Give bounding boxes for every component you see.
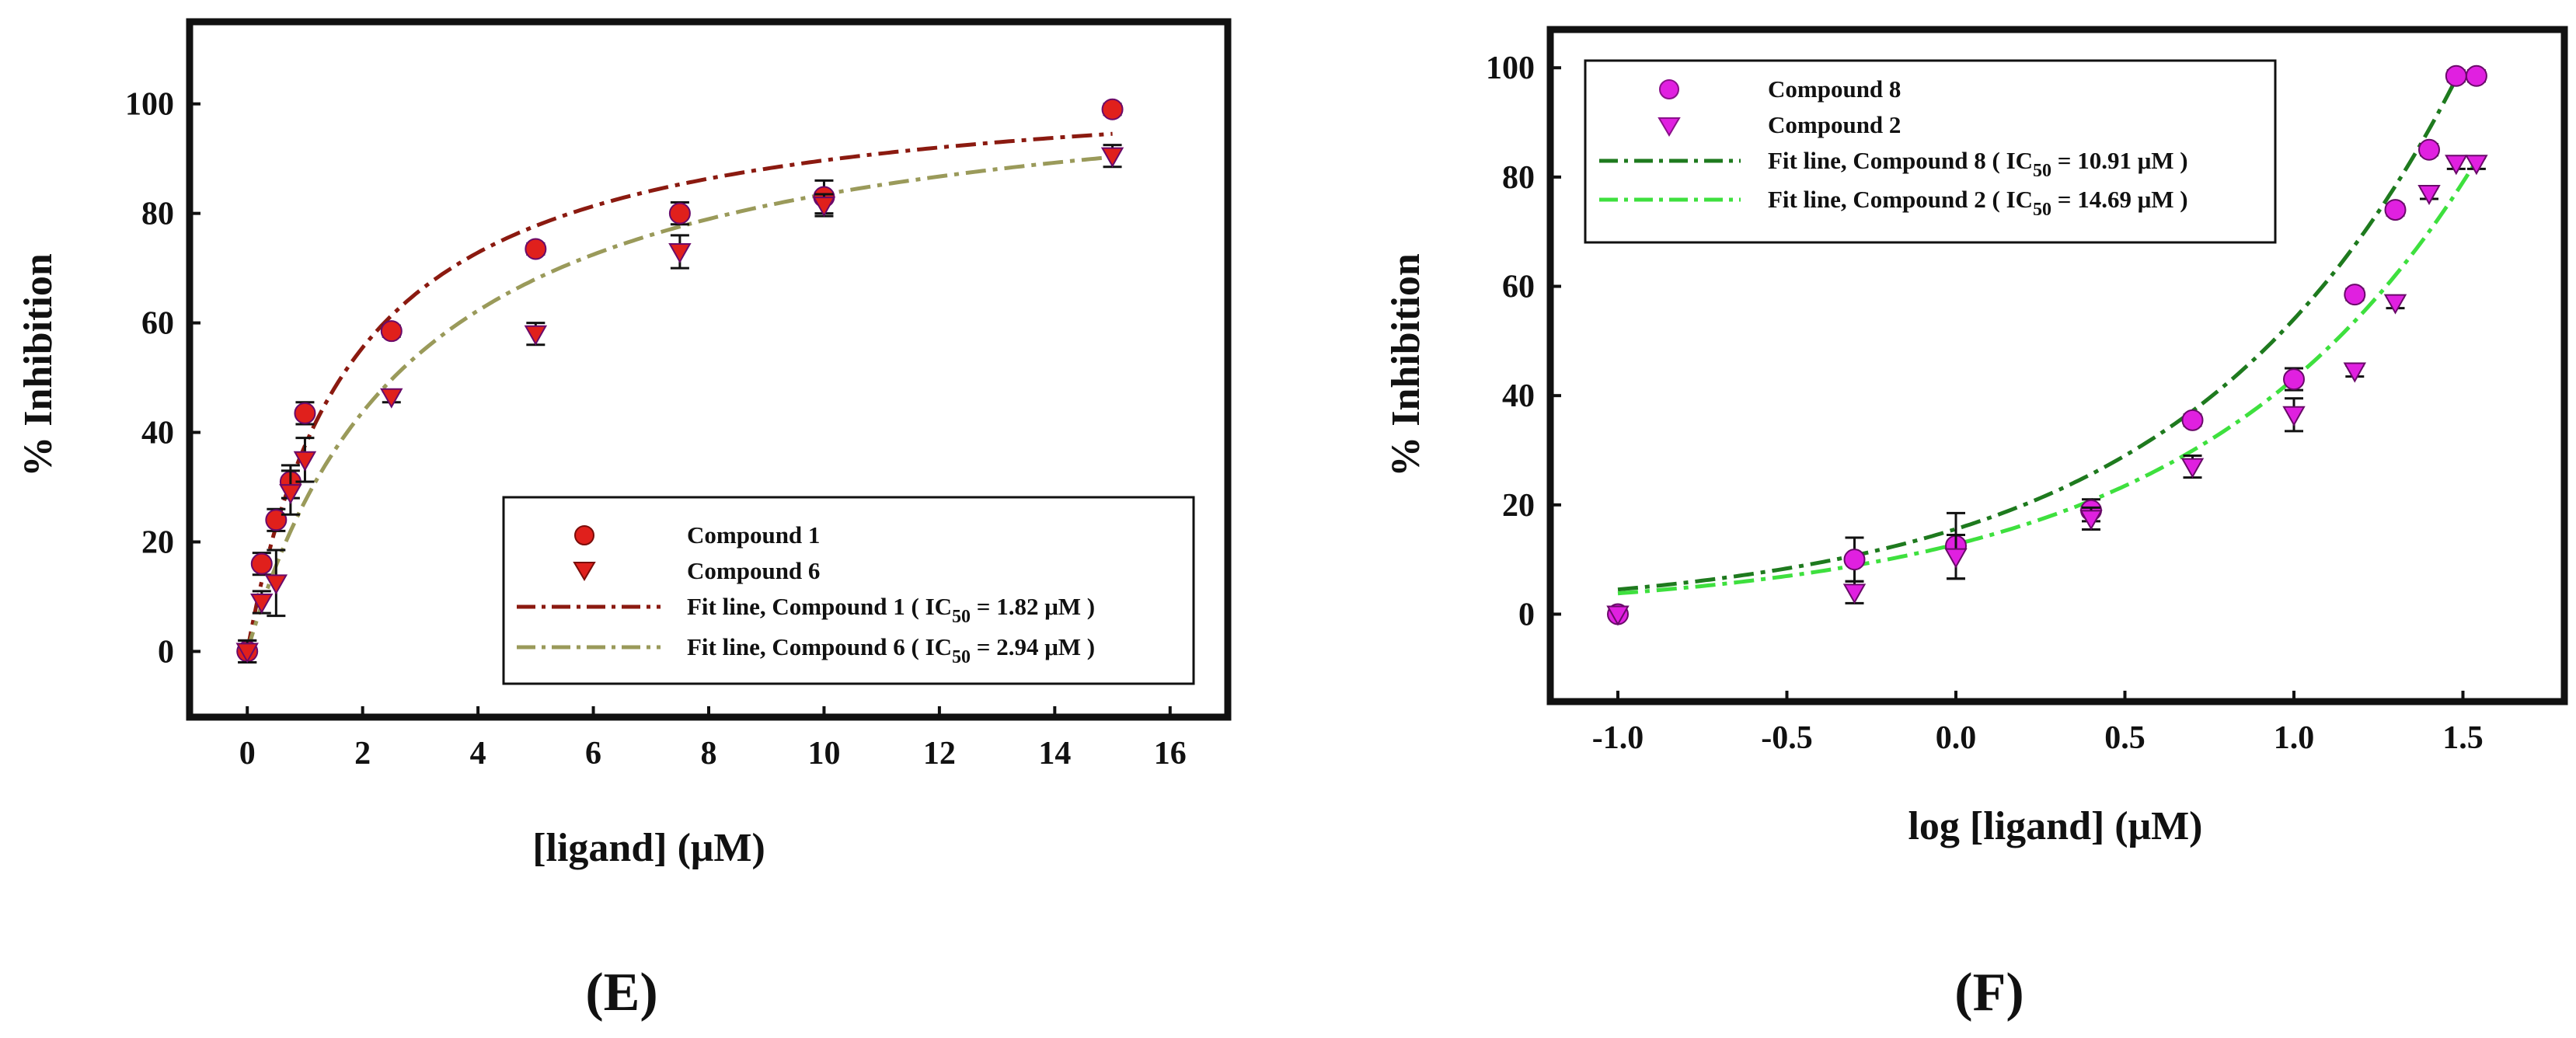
- chart-e: 0 20 40 60 80 100 0 2 4 6 8 10 12 14 16 % Inhibition […: [16, 18, 1232, 870]
- chart-f-y-tick-label: 40: [1502, 378, 1535, 414]
- chart-e-point-compound-1: [525, 238, 547, 260]
- chart-f-x-axis-label: log [ligand] (μM): [1908, 804, 2202, 848]
- chart-e-point-compound-6: [668, 242, 692, 264]
- chart-f-point-compound-8: [2283, 368, 2305, 391]
- legend-label-fit-compound-8: Fit line, Compound 8 ( IC50 = 10.91 μM ): [1768, 147, 2188, 181]
- chart-f-y-tick-label: 0: [1518, 597, 1535, 632]
- chart-f-x-tick-label: 0.5: [2104, 720, 2146, 756]
- chart-e-point-compound-1: [265, 509, 288, 531]
- chart-f-point-compound-2: [2445, 155, 2468, 176]
- chart-e-point-compound-6: [380, 388, 403, 409]
- chart-e-y-tick-label: 80: [141, 197, 174, 232]
- chart-e-point-compound-6: [250, 594, 274, 615]
- chart-f-x-tick-label: 1.0: [2274, 720, 2315, 756]
- chart-f-point-compound-2: [2180, 458, 2205, 479]
- chart-e-x-tick-label: 10: [807, 736, 840, 772]
- chart-e-x-tick-label: 0: [239, 736, 256, 772]
- chart-e-y-tick-label: 20: [141, 524, 174, 560]
- chart-e-point-compound-1: [294, 402, 316, 424]
- chart-e-point-compound-6: [1100, 147, 1124, 168]
- chart-f-point-compound-8: [2445, 64, 2467, 87]
- chart-f-x-tick-label: -0.5: [1761, 720, 1813, 756]
- chart-e-y-tick-label: 60: [141, 306, 174, 342]
- chart-e-y-tick-label: 0: [158, 634, 174, 670]
- chart-e-x-tick-label: 2: [354, 736, 371, 772]
- chart-e-point-compound-1: [1101, 98, 1124, 120]
- legend-marker-compound-1: [574, 525, 594, 545]
- chart-f-fit-line-1: [1617, 78, 2459, 592]
- chart-f-y-tick-label: 60: [1502, 270, 1535, 305]
- chart-e-point-compound-1: [250, 552, 273, 575]
- legend-marker-compound-2: [1657, 117, 1681, 137]
- chart-f-x-tick-label: -1.0: [1592, 720, 1644, 756]
- chart-f-point-compound-8: [2465, 64, 2487, 87]
- panel-label-e: (E): [585, 963, 657, 1022]
- legend-label-fit-compound-1: Fit line, Compound 1 ( IC50 = 1.82 μM ): [687, 593, 1095, 627]
- legend-label-fit-compound-2: Fit line, Compound 2 ( IC50 = 14.69 μM ): [1768, 186, 2188, 220]
- chart-e-legend: Compound 1 Compound 6 Fit line, Compound…: [502, 496, 1195, 685]
- chart-f-point-compound-2: [2465, 155, 2488, 176]
- chart-e-fit-line-1: [245, 131, 1113, 652]
- chart-f-y-tick-label: 80: [1502, 160, 1535, 196]
- chart-e-point-compound-6: [293, 451, 317, 472]
- chart-e-point-compound-6: [279, 484, 302, 505]
- chart-f-point-compound-2: [1944, 548, 1968, 569]
- chart-f-x-tick-label: 1.5: [2442, 720, 2484, 756]
- chart-e-y-tick-label: 40: [141, 416, 174, 451]
- chart-e-point-compound-6: [235, 643, 259, 664]
- chart-f-y-tick-label: 20: [1502, 488, 1535, 524]
- chart-f-y-tick-label: 100: [1486, 51, 1535, 86]
- chart-e-point-compound-6: [524, 325, 548, 346]
- legend-marker-compound-6: [573, 562, 596, 581]
- legend-marker-compound-8: [1659, 79, 1679, 99]
- chart-f-legend-box: [1584, 59, 2277, 244]
- chart-f-point-compound-8: [2418, 138, 2440, 161]
- chart-f-point-compound-8: [2384, 199, 2407, 221]
- chart-f-legend: Compound 8 Compound 2 Fit line, Compound…: [1584, 59, 2277, 244]
- chart-f-y-axis-label: % Inhibition: [1384, 253, 1428, 477]
- panel-label-f: (F): [1954, 963, 2024, 1022]
- legend-label-fit-compound-6: Fit line, Compound 6 ( IC50 = 2.94 μM ): [687, 633, 1095, 667]
- chart-f-point-compound-8: [1843, 549, 1866, 571]
- legend-label-compound-6: Compound 6: [687, 557, 820, 584]
- chart-f-fit-line-2: [1617, 159, 2479, 596]
- chart-e-y-axis-label: % Inhibition: [16, 253, 61, 477]
- chart-e-point-compound-6: [812, 197, 836, 218]
- chart-f-point-compound-2: [2417, 184, 2441, 206]
- chart-f-point-compound-8: [2344, 284, 2366, 306]
- chart-e-point-compound-1: [380, 320, 403, 343]
- chart-f-point-compound-2: [2079, 510, 2103, 531]
- chart-f-point-compound-2: [2383, 294, 2407, 315]
- chart-e-y-tick-label: 100: [125, 87, 174, 123]
- legend-label-compound-1: Compound 1: [687, 521, 820, 549]
- chart-e-point-compound-6: [264, 574, 288, 595]
- legend-label-compound-8: Compound 8: [1768, 75, 1901, 103]
- chart-e-x-tick-label: 14: [1038, 736, 1071, 772]
- chart-f-point-compound-2: [2343, 362, 2367, 383]
- chart-f-point-compound-2: [2282, 406, 2306, 427]
- chart-e-point-compound-1: [668, 202, 691, 225]
- chart-e-x-axis-label: [ligand] (μM): [532, 826, 765, 870]
- chart-f-frame: [1546, 26, 2568, 705]
- chart-f-point-compound-2: [1606, 605, 1630, 626]
- chart-f-point-compound-8: [2181, 409, 2204, 431]
- chart-f: 0 20 40 60 80 100 -1.0 -0.5 0.0 0.5 1.0 1.5 % Inhib…: [1384, 26, 2568, 848]
- chart-e-legend-box: [502, 496, 1195, 685]
- chart-e-x-tick-label: 8: [701, 736, 717, 772]
- chart-e-x-tick-label: 12: [923, 736, 956, 772]
- chart-e-x-tick-label: 16: [1154, 736, 1187, 772]
- chart-f-x-tick-label: 0.0: [1936, 720, 1977, 756]
- legend-label-compound-2: Compound 2: [1768, 111, 1901, 138]
- chart-e-fit-line-2: [245, 155, 1113, 653]
- chart-e-x-tick-label: 6: [585, 736, 601, 772]
- chart-e-x-tick-label: 4: [470, 736, 486, 772]
- chart-f-point-compound-2: [1842, 583, 1867, 604]
